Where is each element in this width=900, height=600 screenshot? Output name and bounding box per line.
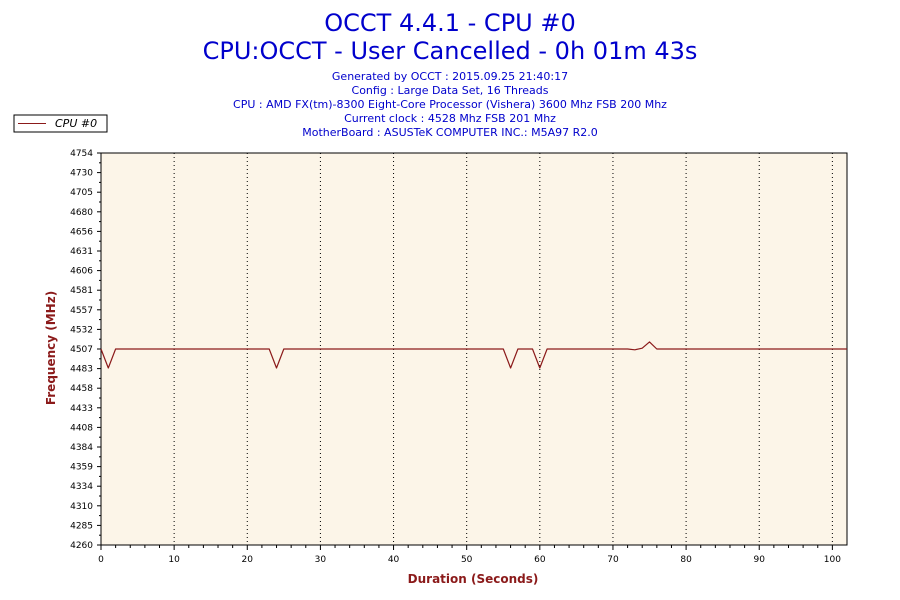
- x-tick-label: 20: [242, 555, 254, 565]
- y-tick-label: 4532: [70, 325, 93, 335]
- x-axis-label: Duration (Seconds): [408, 572, 539, 586]
- legend-box: [13, 114, 108, 133]
- y-tick-label: 4260: [70, 541, 93, 551]
- x-tick-label: 90: [754, 555, 766, 565]
- y-tick-label: 4581: [70, 286, 93, 296]
- x-tick-label: 100: [824, 555, 841, 565]
- x-tick-label: 60: [534, 555, 546, 565]
- y-axis: 4754 4730 4705 4680 4656 4631 4606 4581 4557 4532…: [70, 149, 101, 551]
- x-tick-label: 10: [168, 555, 180, 565]
- info-line: Current clock : 4528 Mhz FSB 201 Mhz: [344, 112, 556, 125]
- chart-title: OCCT 4.4.1 - CPU #0: [324, 9, 575, 37]
- y-tick-label: 4408: [70, 423, 93, 433]
- x-tick-label: 40: [388, 555, 400, 565]
- y-tick-label: 4705: [70, 188, 93, 198]
- series-layer: [100, 341, 847, 369]
- series-line: [100, 341, 847, 369]
- x-tick-label: 70: [607, 555, 619, 565]
- legend-label: CPU #0: [55, 117, 97, 130]
- y-tick-label: 4557: [70, 306, 93, 316]
- x-tick-label: 50: [461, 555, 473, 565]
- chart-subtitle: CPU:OCCT - User Cancelled - 0h 01m 43s: [203, 37, 698, 65]
- y-axis-label: Frequency (MHz): [44, 291, 58, 405]
- y-tick-label: 4285: [70, 521, 93, 531]
- info-line: CPU : AMD FX(tm)-8300 Eight-Core Process…: [233, 98, 667, 111]
- info-line: Generated by OCCT : 2015.09.25 21:40:17: [332, 70, 568, 83]
- y-tick-label: 4310: [70, 502, 93, 512]
- legend: CPU #0: [13, 114, 108, 133]
- y-tick-label: 4458: [70, 384, 93, 394]
- x-tick-label: 0: [98, 555, 104, 565]
- x-tick-label: 80: [680, 555, 692, 565]
- x-axis: 0 10 20 30 40 50 60 70 80 90 100: [98, 545, 841, 565]
- y-tick-label: 4730: [70, 169, 93, 179]
- y-tick-label: 4606: [70, 267, 93, 277]
- y-tick-label: 4384: [70, 443, 93, 453]
- y-tick-label: 4359: [70, 463, 93, 473]
- y-tick-label: 4507: [70, 345, 93, 355]
- x-tick-label: 30: [315, 555, 327, 565]
- y-tick-label: 4754: [70, 149, 93, 159]
- y-tick-label: 4656: [70, 227, 93, 237]
- info-line: Config : Large Data Set, 16 Threads: [352, 84, 549, 97]
- y-tick-label: 4680: [70, 208, 93, 218]
- y-tick-label: 4631: [70, 247, 93, 257]
- y-tick-label: 4433: [70, 404, 93, 414]
- y-tick-label: 4334: [70, 482, 93, 492]
- y-tick-label: 4483: [70, 365, 93, 375]
- info-line: MotherBoard : ASUSTeK COMPUTER INC.: M5A…: [302, 126, 598, 139]
